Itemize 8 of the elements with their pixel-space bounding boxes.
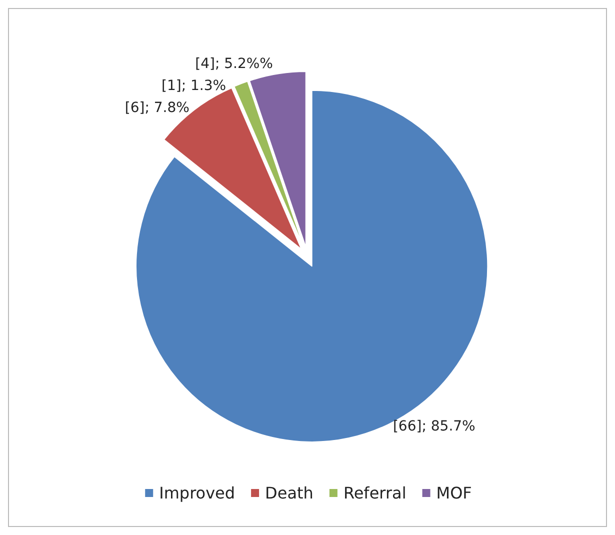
data-label: [4]; 5.2%%: [195, 56, 273, 72]
data-label: [6]; 7.8%: [124, 100, 190, 116]
legend-label: MOF: [436, 484, 472, 502]
legend-label: Referral: [343, 484, 406, 502]
data-label: [66]; 85.7%: [392, 418, 476, 434]
legend-label: Improved: [159, 484, 236, 502]
legend-label: Death: [265, 484, 314, 502]
data-label: [1]; 1.3%: [162, 78, 226, 94]
